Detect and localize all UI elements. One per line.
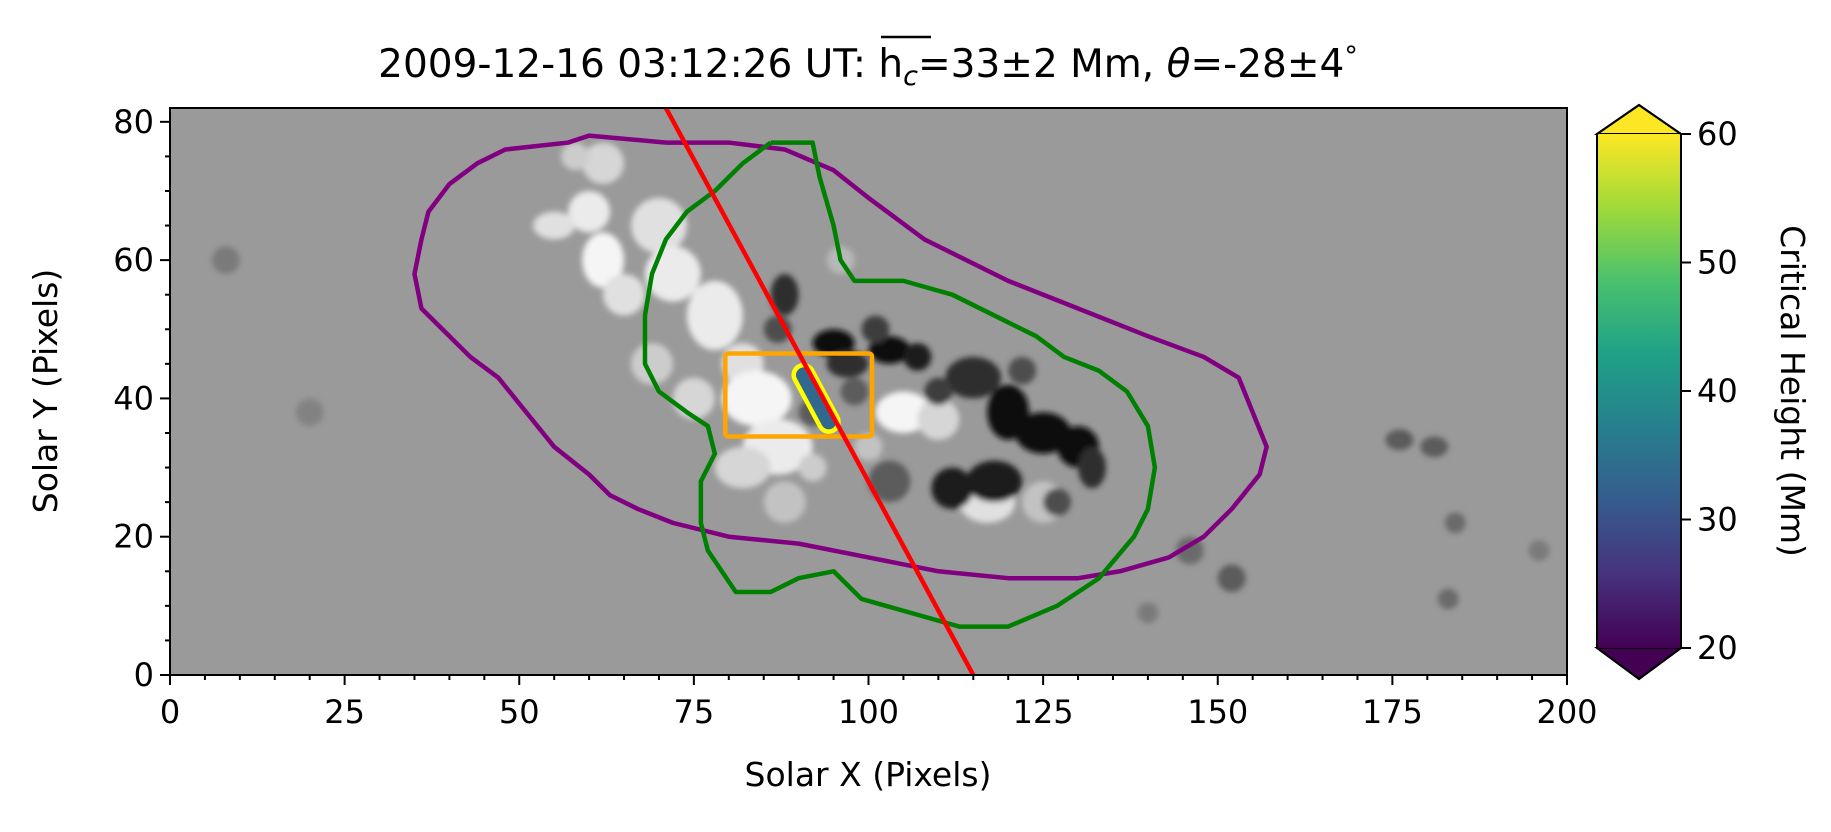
negative-polarity-blob — [931, 467, 974, 510]
positive-polarity-blob — [672, 377, 715, 420]
x-tick-label: 25 — [324, 693, 365, 731]
colorbar-tick-label: 60 — [1697, 115, 1738, 153]
plot-area — [170, 108, 1567, 675]
chart-title: 2009-12-16 03:12:26 UT: hc=33±2 Mm, θ=-2… — [378, 41, 1358, 92]
positive-polarity-blob — [603, 273, 645, 316]
positive-polarity-blob — [798, 453, 827, 482]
positive-polarity-blob — [568, 190, 611, 233]
colorbar-label: Critical Height (Mm) — [1773, 225, 1812, 557]
negative-polarity-blob — [1444, 512, 1466, 534]
positive-polarity-blob — [686, 280, 743, 351]
negative-polarity-blob — [1078, 446, 1106, 489]
colorbar-tick-label: 30 — [1697, 501, 1738, 539]
colorbar-tick-label: 40 — [1697, 372, 1738, 410]
y-axis: 0 20 40 60 80 — [113, 103, 170, 694]
negative-polarity-blob — [770, 273, 799, 316]
magnetogram-features — [211, 142, 1550, 624]
y-tick-label: 80 — [113, 103, 154, 141]
negative-polarity-blob — [945, 356, 1002, 399]
positive-polarity-blob — [582, 232, 625, 288]
x-tick-label: 125 — [1013, 693, 1074, 731]
negative-polarity-blob — [1385, 429, 1414, 451]
negative-polarity-blob — [840, 377, 869, 406]
negative-polarity-blob — [211, 246, 240, 274]
negative-polarity-blob — [1217, 564, 1246, 593]
purple-contour — [412, 133, 1269, 581]
green-contour — [642, 140, 1158, 629]
negative-polarity-blob — [1137, 602, 1159, 624]
negative-polarity-blob — [861, 315, 890, 344]
y-tick-label: 0 — [134, 656, 154, 694]
positive-polarity-blob — [582, 142, 625, 185]
negative-polarity-blob — [1528, 540, 1550, 561]
positive-polarity-blob — [533, 211, 576, 240]
x-tick-label: 75 — [674, 693, 715, 731]
negative-polarity-blob — [966, 460, 1023, 503]
negative-polarity-blob — [1175, 536, 1204, 565]
negative-polarity-blob — [1420, 436, 1449, 458]
title-hc-subscript: c — [903, 61, 918, 92]
x-tick-label: 175 — [1362, 693, 1423, 731]
negative-polarity-blob — [1015, 412, 1072, 454]
negative-polarity-blob — [903, 343, 932, 371]
title-hc-h: h — [878, 42, 903, 87]
x-tick-label: 200 — [1536, 693, 1597, 731]
x-axis-label: Solar X (Pixels) — [745, 755, 992, 794]
red-line — [663, 108, 976, 675]
title-theta: θ — [1167, 42, 1191, 87]
x-tick-label: 150 — [1187, 693, 1248, 731]
colorbar-gradient — [1597, 134, 1681, 648]
positive-polarity-blob — [714, 446, 771, 489]
title-degree: ° — [1344, 41, 1358, 72]
colorbar-upper-extension — [1593, 103, 1685, 135]
negative-polarity-blob — [868, 336, 911, 364]
negative-polarity-blob — [1043, 488, 1072, 516]
positive-polarity-blob — [854, 432, 883, 461]
x-tick-label: 50 — [499, 693, 540, 731]
negative-polarity-blob — [1437, 588, 1459, 610]
negative-polarity-blob — [812, 329, 855, 357]
y-tick-label: 60 — [113, 241, 154, 279]
positive-polarity-blob — [631, 343, 673, 385]
positive-polarity-blob — [917, 398, 960, 440]
colorbar: 20 30 40 50 60 Critical Height (Mm) — [1593, 103, 1812, 681]
colorbar-tick-label: 20 — [1697, 629, 1738, 667]
y-tick-label: 40 — [113, 379, 154, 417]
positive-polarity-blob — [721, 370, 792, 427]
x-tick-label: 0 — [160, 693, 180, 731]
positive-polarity-blob — [631, 197, 687, 254]
colorbar-tick-label: 50 — [1697, 244, 1738, 282]
y-axis-label: Solar Y (Pixels) — [26, 269, 65, 514]
negative-polarity-blob — [1008, 356, 1037, 385]
colorbar-ticks: 20 30 40 50 60 — [1681, 115, 1738, 667]
y-tick-label: 20 — [113, 518, 154, 556]
pil-segment — [791, 362, 841, 434]
negative-polarity-blob — [295, 398, 324, 427]
x-axis: 0 25 50 75 100 125 150 175 200 — [160, 675, 1598, 731]
positive-polarity-blob — [561, 142, 590, 171]
positive-polarity-blob — [763, 481, 806, 523]
negative-polarity-blob — [868, 460, 911, 503]
x-tick-label: 100 — [838, 693, 899, 731]
negative-polarity-blob — [826, 350, 869, 378]
positive-polarity-blob — [875, 391, 932, 433]
negative-polarity-blob — [924, 377, 953, 406]
colorbar-lower-extension — [1593, 647, 1685, 681]
